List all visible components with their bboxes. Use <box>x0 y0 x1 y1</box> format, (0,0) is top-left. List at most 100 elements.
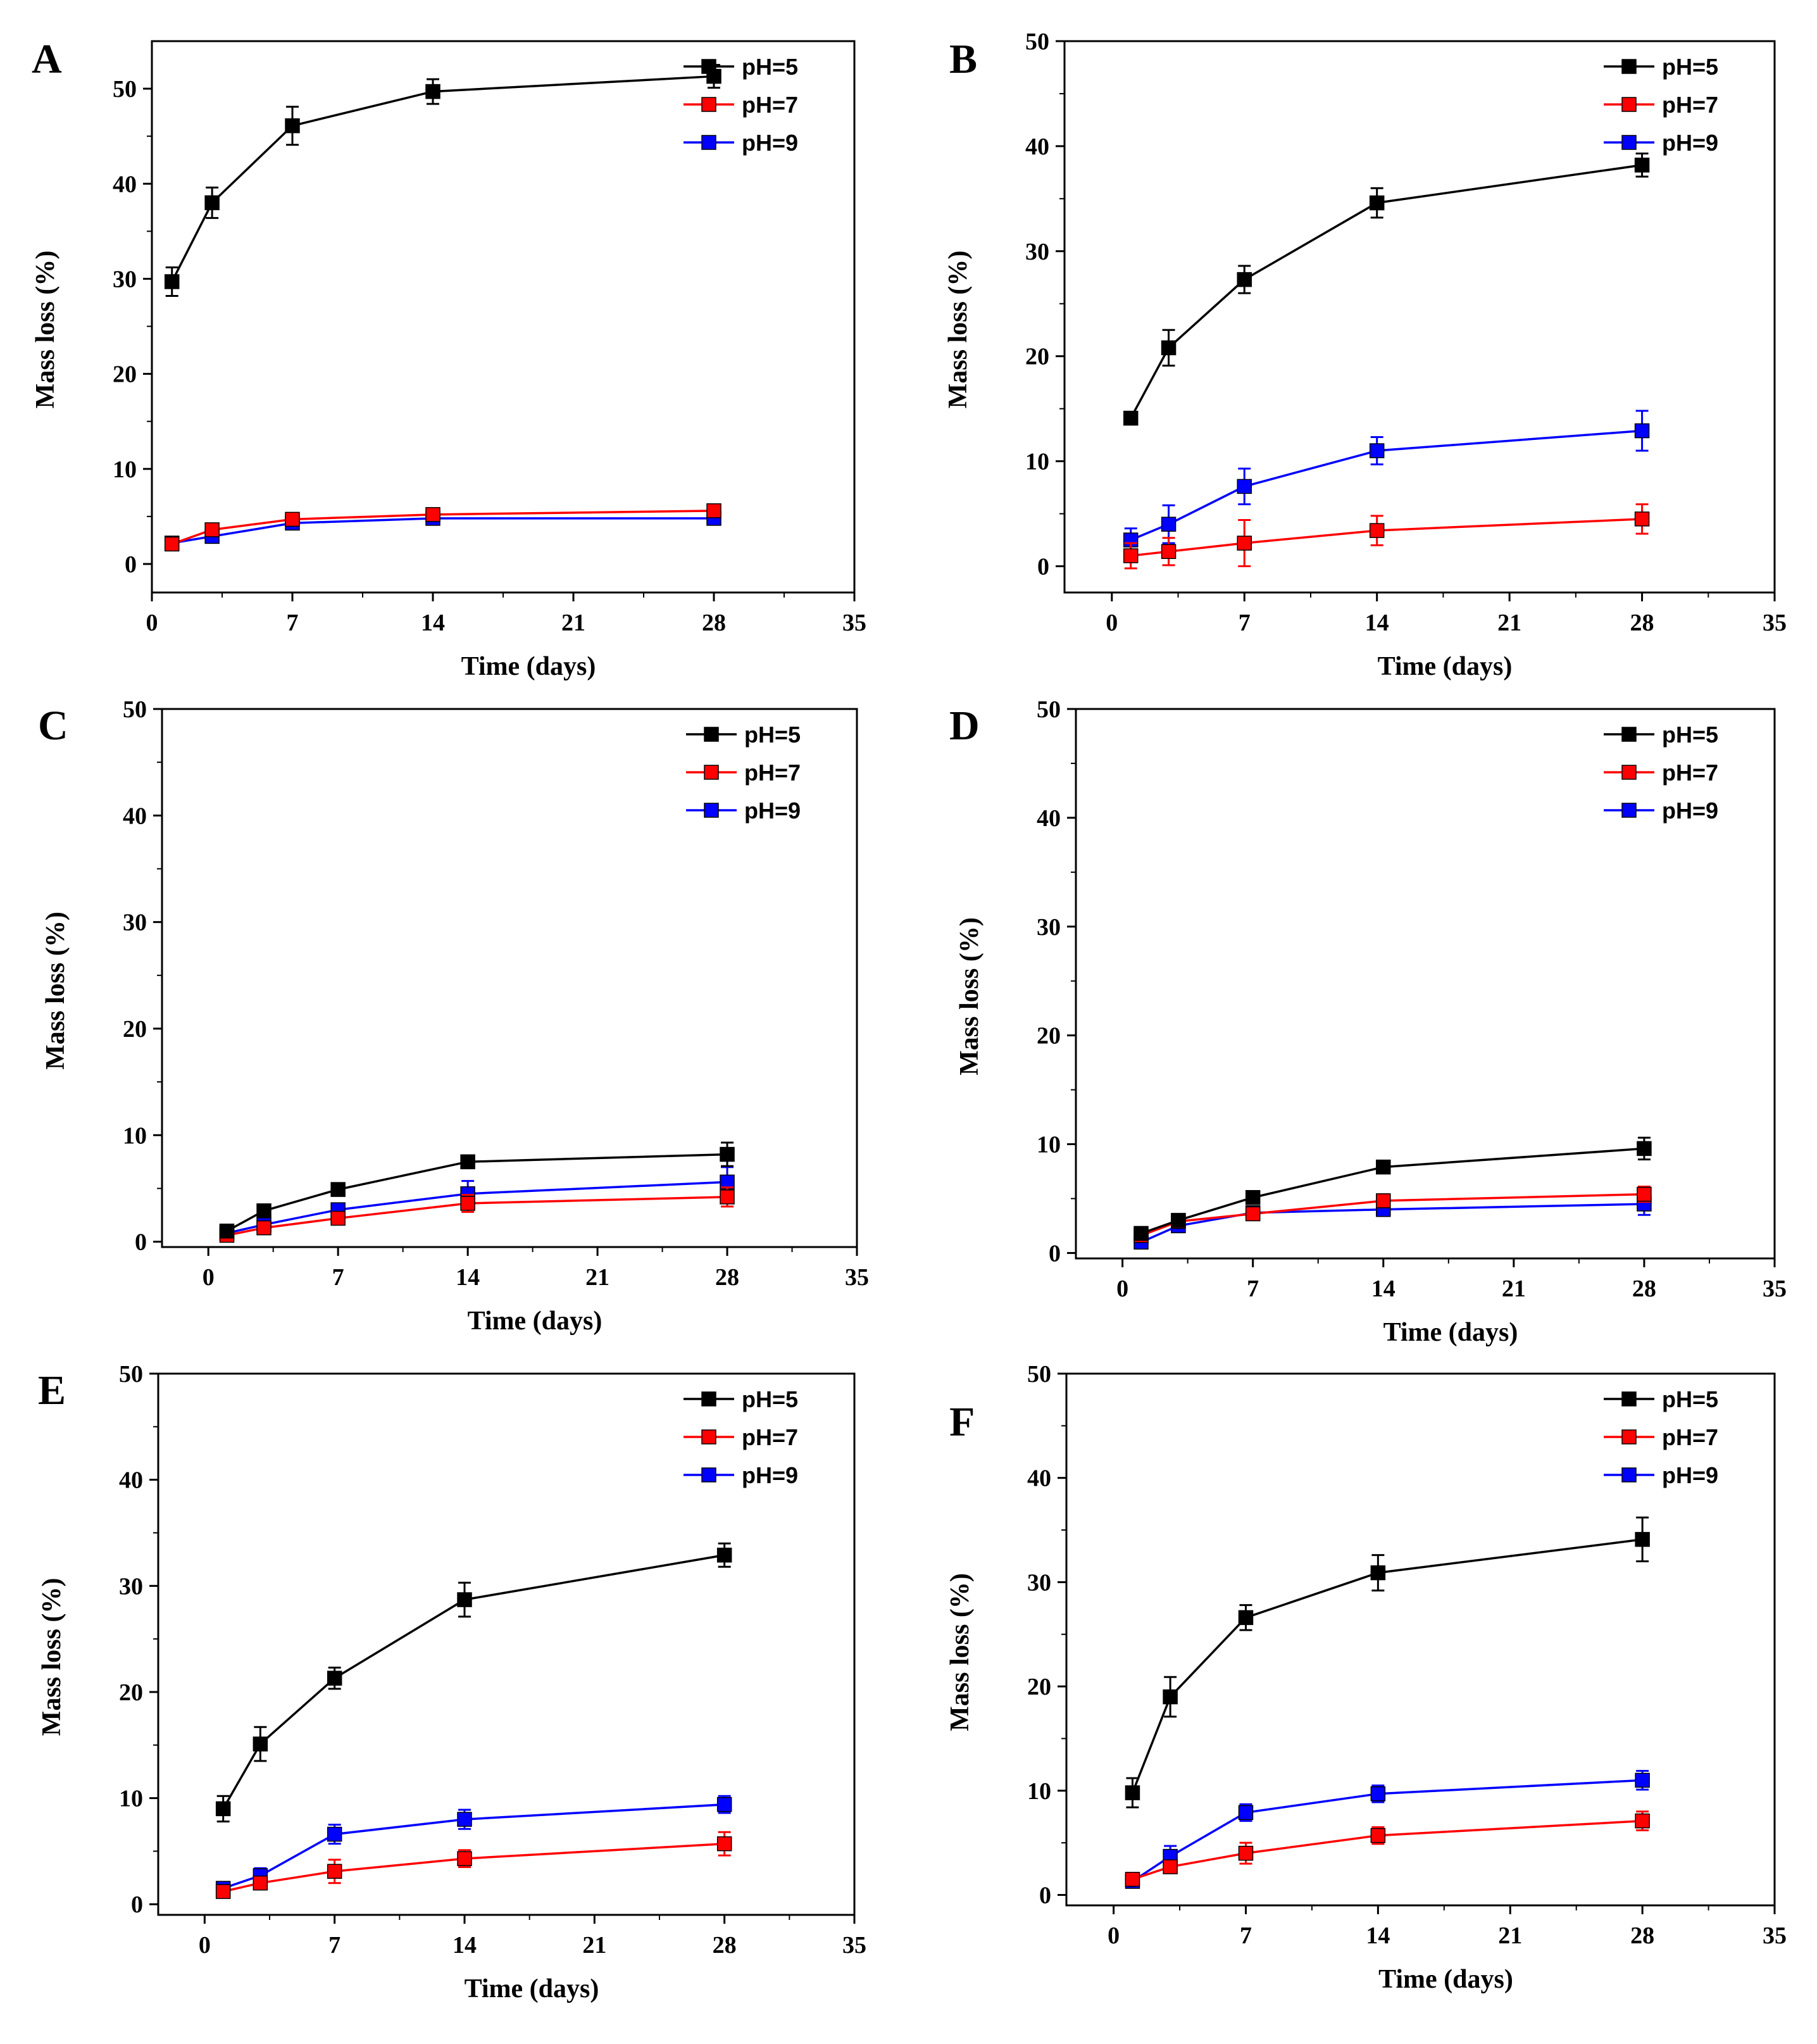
panel-c-legend-ph5-marker <box>704 727 719 742</box>
panel-b-y-tick-label: 10 <box>1025 449 1049 475</box>
panel-e-x-tick-label: 28 <box>713 1932 737 1959</box>
panel-c-series-ph7-point <box>460 1196 475 1211</box>
panel-c-letter: C <box>38 703 68 749</box>
panel-a-x-tick-label: 0 <box>146 610 158 636</box>
panel-d-series-ph5-line <box>1140 1147 1645 1235</box>
panel-b-frame <box>1063 40 1776 594</box>
panel-f-y-tick-label: 40 <box>1027 1465 1051 1492</box>
panel-f-legend-ph9-label: pH=9 <box>1662 1462 1718 1488</box>
panel-c-y-tick-label: 50 <box>123 696 147 723</box>
panel-e-series-ph5 <box>215 1542 732 1822</box>
panel-d-legend-ph7-marker <box>1621 765 1637 780</box>
panel-d-series-ph7-point <box>1245 1206 1261 1222</box>
panel-f-series-ph9 <box>1125 1770 1650 1889</box>
panel-b-x-tick-label: 21 <box>1497 610 1521 636</box>
panel-b-series-ph5-point <box>1634 158 1650 173</box>
panel-b-series-ph7-line <box>1130 518 1642 557</box>
panel-e-series-ph7-point <box>215 1884 231 1899</box>
panel-f-x-tick-label: 21 <box>1498 1922 1522 1949</box>
panel-f-x-tick-label: 7 <box>1240 1922 1252 1949</box>
panel-a-series-ph7-line <box>172 510 715 546</box>
panel-e-series-ph9 <box>215 1795 732 1896</box>
panel-d-legend-ph9-marker <box>1621 803 1637 818</box>
panel-c-series-ph7-point <box>720 1189 735 1205</box>
panel-f-x-tick-label: 28 <box>1630 1922 1654 1949</box>
panel-d-series-ph7-line <box>1140 1193 1644 1237</box>
panel-c-series-ph5 <box>219 1141 735 1239</box>
panel-a-series-ph9 <box>164 511 721 551</box>
panel-a-x-tick-label: 28 <box>702 610 726 636</box>
panel-b-series-ph9-point <box>1161 517 1177 532</box>
panel-f-legend-ph7-label: pH=7 <box>1662 1424 1718 1450</box>
panel-e-series-ph5-point <box>327 1671 342 1686</box>
panel-d-legend-ph7-label: pH=7 <box>1662 760 1718 786</box>
panel-a-legend-ph9-label: pH=9 <box>742 130 798 156</box>
panel-b-y-tick-label: 50 <box>1025 28 1049 55</box>
panel-a-series-ph5-point <box>285 118 300 134</box>
panel-a-series-ph5-point <box>425 84 440 99</box>
panel-a-y-tick-label: 40 <box>113 171 137 198</box>
panel-a-series-ph5-point <box>204 195 220 211</box>
panel-a-series-ph5 <box>164 64 721 297</box>
panel-b-legend-ph5-marker <box>1621 59 1637 74</box>
panel-b-y-tick-label: 20 <box>1025 344 1049 370</box>
panel-f-y-tick-label: 20 <box>1027 1674 1051 1700</box>
panel-f-x-axis-title: Time (days) <box>1378 1965 1513 1994</box>
panel-c-x-axis-title: Time (days) <box>468 1307 603 1336</box>
panel-a-series-ph9-line <box>172 517 714 544</box>
panel-c-legend-ph7-label: pH=7 <box>744 760 801 786</box>
panel-e-series-ph7-point <box>253 1875 268 1891</box>
panel-c-x-tick-label: 28 <box>715 1264 739 1291</box>
panel-b-series-ph7 <box>1123 503 1650 570</box>
panel-a-y-tick-label: 30 <box>113 266 137 292</box>
panel-b-legend-ph9-label: pH=9 <box>1662 130 1718 156</box>
panel-d-y-tick-label: 30 <box>1037 914 1061 941</box>
panel-b-x-axis-title: Time (days) <box>1378 652 1513 681</box>
panel-f-series-ph5-point <box>1370 1565 1386 1581</box>
panel-f-series-ph5-point <box>1635 1532 1650 1547</box>
panel-a-y-tick-label: 20 <box>113 361 137 388</box>
panel-c-y-axis-title: Mass loss (%) <box>41 912 70 1070</box>
panel-d-series-ph5-point <box>1637 1141 1652 1157</box>
panel-d-y-axis-title: Mass loss (%) <box>955 917 984 1075</box>
panel-f-series-ph7-point <box>1238 1845 1254 1861</box>
panel-b-series-ph5-point <box>1161 340 1177 356</box>
panel-b-legend-ph9-marker <box>1621 135 1637 150</box>
panel-b-series-ph7-point <box>1634 511 1650 527</box>
panel-a-series-ph7-point <box>164 536 180 552</box>
panel-d-series-ph5-point <box>1133 1226 1149 1241</box>
panel-d-y-tick-label: 0 <box>1049 1240 1061 1267</box>
panel-a-x-tick-label: 7 <box>287 610 299 636</box>
panel-e-y-axis-title: Mass loss (%) <box>37 1578 66 1736</box>
panel-f-legend-ph7-marker <box>1621 1429 1637 1445</box>
panel-a-y-tick-label: 0 <box>125 551 137 578</box>
panel-e-series-ph7-point <box>457 1851 472 1866</box>
panel-c-legend-ph7-marker <box>704 765 719 780</box>
panel-e-y-tick-label: 10 <box>119 1786 143 1812</box>
panel-c-series-ph5-point <box>720 1146 735 1162</box>
panel-b-y-tick-label: 30 <box>1025 239 1049 265</box>
panel-e-x-tick-label: 0 <box>199 1932 211 1959</box>
panel-c-x-tick-label: 0 <box>203 1264 215 1291</box>
panel-f-series-ph9-line <box>1132 1779 1643 1883</box>
panel-a-series-ph7-point <box>204 522 220 537</box>
panel-e-y-tick-label: 50 <box>119 1361 143 1388</box>
panel-c-y-tick-label: 0 <box>135 1229 147 1256</box>
panel-e-legend-ph5-marker <box>701 1391 716 1407</box>
panel-e-series-ph9-line <box>223 1803 725 1890</box>
panel-b-series-ph5-point <box>1369 195 1385 211</box>
panel-d-series-ph5-point <box>1245 1189 1261 1205</box>
panel-d-x-tick-label: 14 <box>1371 1276 1396 1302</box>
panel-d-frame <box>1075 708 1776 1260</box>
panel-f-y-tick-label: 10 <box>1027 1778 1051 1805</box>
panel-b: 0 7 14 21 28 35 0 10 20 30 40 50 Time (days) Mass los… <box>944 28 1787 681</box>
panel-e-legend-ph7-marker <box>701 1429 716 1445</box>
panel-a-y-axis-title: Mass loss (%) <box>31 251 60 409</box>
panel-c-series-ph7-point <box>330 1210 346 1226</box>
panel-f-legend-ph9-marker <box>1621 1467 1637 1483</box>
panel-f-letter: F <box>949 1399 975 1445</box>
panel-c-series-ph5-point <box>256 1203 272 1219</box>
panel-c-x-tick-label: 7 <box>332 1264 344 1291</box>
panel-d-x-tick-label: 28 <box>1632 1276 1656 1302</box>
